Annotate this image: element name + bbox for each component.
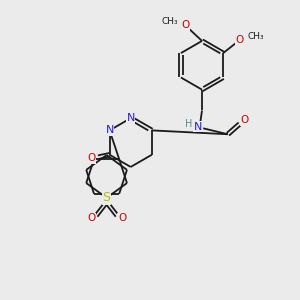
Text: N: N xyxy=(105,125,114,135)
Text: O: O xyxy=(240,115,248,125)
Text: H: H xyxy=(185,118,192,128)
Text: S: S xyxy=(103,191,111,204)
Text: CH₃: CH₃ xyxy=(162,16,178,26)
Text: O: O xyxy=(118,213,126,223)
Text: CH₃: CH₃ xyxy=(248,32,264,41)
Text: O: O xyxy=(235,35,244,45)
Text: O: O xyxy=(87,153,95,163)
Text: N: N xyxy=(194,122,202,131)
Text: N: N xyxy=(127,113,135,123)
Text: O: O xyxy=(182,20,190,31)
Text: O: O xyxy=(87,213,95,223)
